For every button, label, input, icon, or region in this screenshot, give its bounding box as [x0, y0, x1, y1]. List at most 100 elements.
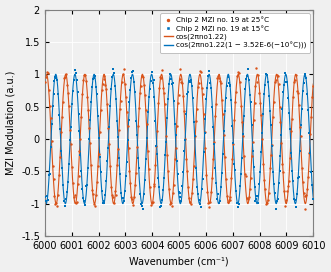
Point	[162, 91, 167, 95]
Point	[176, 190, 181, 194]
Point	[90, 192, 96, 197]
Point	[104, 87, 109, 92]
Point	[234, 90, 239, 94]
Point	[305, 91, 310, 96]
Point	[52, 79, 57, 83]
Point	[310, 197, 316, 202]
Point	[222, 108, 227, 113]
Point	[78, 137, 83, 141]
Point	[223, 176, 228, 181]
X-axis label: Wavenumber (cm⁻¹): Wavenumber (cm⁻¹)	[129, 256, 229, 267]
Point	[259, 113, 264, 118]
Point	[177, 191, 182, 195]
Point	[305, 187, 310, 191]
Point	[306, 108, 311, 112]
Point	[201, 150, 206, 154]
Point	[250, 140, 255, 144]
Point	[304, 193, 309, 197]
Point	[211, 125, 216, 129]
Point	[171, 183, 176, 187]
Point	[198, 70, 203, 74]
Point	[298, 134, 303, 138]
Point	[221, 133, 226, 137]
Point	[119, 80, 124, 84]
Point	[114, 163, 119, 168]
Point	[117, 107, 122, 111]
Point	[124, 160, 129, 164]
Point	[115, 147, 120, 151]
Point	[50, 163, 55, 168]
Point	[251, 118, 256, 122]
Point	[245, 197, 251, 202]
Point	[250, 149, 255, 153]
Point	[46, 88, 51, 93]
Point	[242, 172, 248, 177]
Point	[293, 205, 299, 209]
Point	[83, 203, 88, 207]
Point	[103, 83, 108, 88]
Point	[87, 141, 93, 145]
Point	[60, 115, 65, 119]
Point	[91, 202, 97, 206]
Point	[54, 200, 59, 205]
Point	[225, 199, 230, 204]
Point	[82, 199, 87, 203]
Point	[277, 105, 282, 109]
Point	[204, 173, 209, 177]
Point	[131, 203, 136, 208]
Point	[299, 107, 304, 111]
Point	[213, 102, 219, 106]
Point	[223, 96, 228, 101]
Point	[142, 178, 148, 182]
Point	[101, 200, 106, 205]
Point	[209, 85, 214, 90]
Point	[145, 110, 150, 114]
Point	[280, 107, 285, 112]
Point	[84, 183, 90, 187]
Point	[262, 187, 268, 191]
Point	[99, 88, 104, 92]
Point	[202, 130, 207, 134]
Point	[178, 195, 183, 199]
Point	[172, 156, 177, 161]
Point	[310, 84, 316, 88]
Point	[94, 92, 99, 96]
Point	[121, 67, 126, 72]
Point	[300, 88, 305, 93]
Point	[170, 191, 175, 195]
Point	[298, 123, 303, 127]
Point	[51, 177, 56, 181]
Point	[154, 144, 159, 149]
Point	[233, 168, 238, 172]
Point	[246, 78, 252, 82]
Point	[43, 75, 48, 79]
Point	[211, 156, 216, 161]
Point	[285, 189, 290, 194]
Point	[282, 189, 287, 193]
Point	[188, 78, 194, 82]
Point	[287, 127, 293, 132]
Point	[299, 166, 304, 170]
Point	[194, 184, 200, 189]
Point	[213, 166, 218, 170]
Point	[237, 184, 243, 188]
Point	[180, 81, 185, 85]
Point	[228, 83, 233, 87]
Point	[238, 172, 244, 176]
Point	[189, 84, 195, 88]
Point	[53, 74, 58, 79]
Point	[108, 104, 113, 108]
Point	[136, 106, 142, 110]
Point	[85, 108, 91, 113]
Point	[169, 204, 174, 208]
Point	[107, 125, 112, 129]
Point	[168, 76, 173, 81]
Point	[279, 141, 284, 145]
Point	[69, 165, 74, 170]
Point	[66, 104, 71, 108]
Point	[120, 72, 125, 76]
Point	[249, 154, 254, 158]
Point	[301, 81, 306, 85]
Point	[195, 85, 201, 89]
Point	[94, 180, 99, 184]
